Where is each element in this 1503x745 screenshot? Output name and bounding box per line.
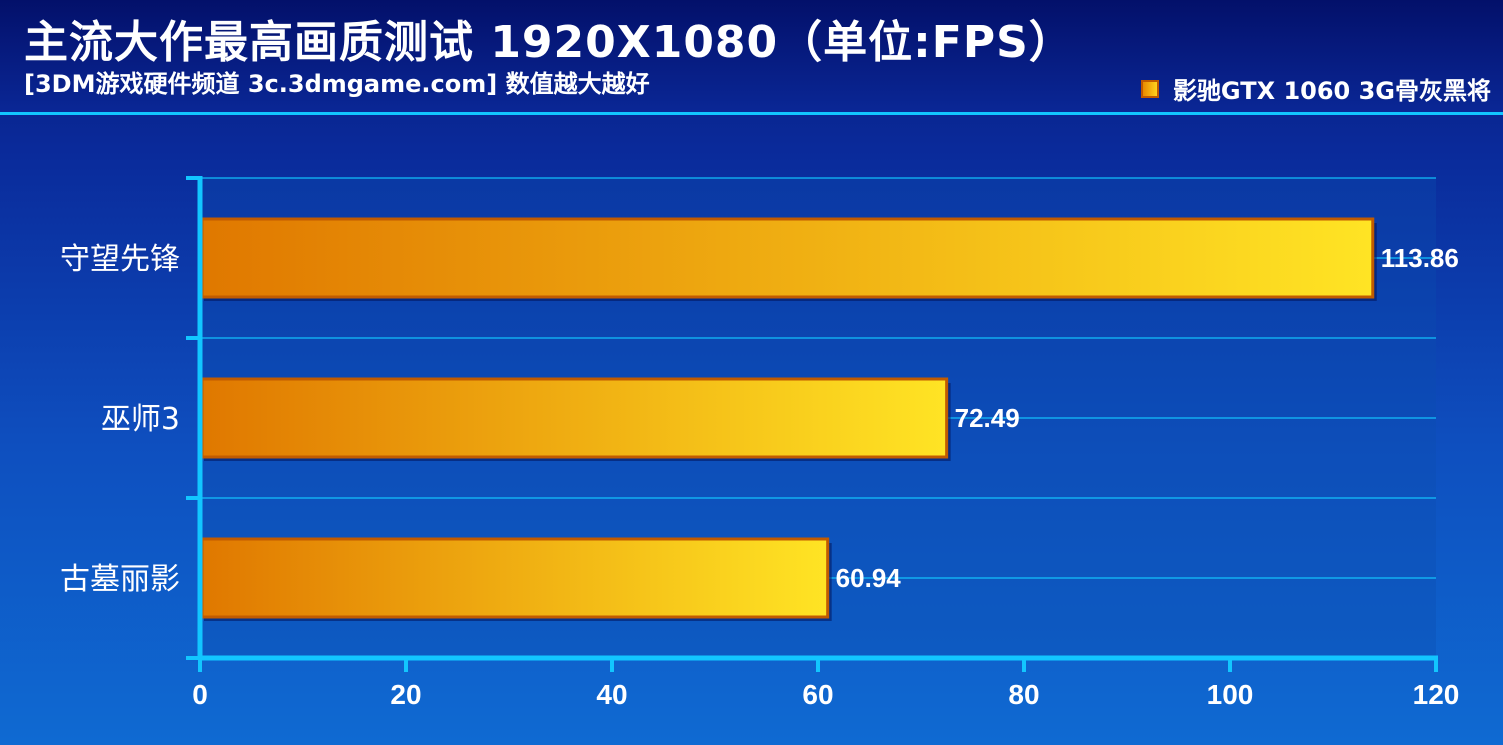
chart-header bbox=[0, 0, 1503, 113]
category-label: 守望先锋 bbox=[60, 242, 180, 277]
x-tick-label: 100 bbox=[1207, 679, 1254, 710]
x-tick-label: 40 bbox=[596, 679, 627, 710]
x-tick-label: 20 bbox=[390, 679, 421, 710]
x-tick-label: 120 bbox=[1413, 679, 1460, 710]
bar-value-label: 72.49 bbox=[955, 403, 1020, 433]
x-tick-label: 60 bbox=[802, 679, 833, 710]
category-label: 巫师3 bbox=[101, 402, 180, 437]
bar-value-label: 60.94 bbox=[836, 563, 902, 593]
legend-swatch bbox=[1140, 79, 1159, 98]
chart-title: 主流大作最高画质测试 1920X1080（单位:FPS） bbox=[24, 17, 1074, 68]
bar bbox=[200, 377, 949, 459]
bar bbox=[200, 217, 1375, 299]
x-tick-label: 0 bbox=[192, 679, 208, 710]
header-divider bbox=[0, 112, 1503, 115]
category-label: 古墓丽影 bbox=[60, 562, 180, 597]
bar-value-label: 113.86 bbox=[1381, 243, 1459, 273]
chart-legend: 影驰GTX 1060 3G骨灰黑将 bbox=[1140, 71, 1491, 106]
bar bbox=[200, 537, 830, 619]
x-tick-label: 80 bbox=[1008, 679, 1039, 710]
chart-subtitle: [3DM游戏硬件频道 3c.3dmgame.com] 数值越大越好 bbox=[24, 70, 650, 98]
legend-label: 影驰GTX 1060 3G骨灰黑将 bbox=[1172, 77, 1491, 105]
plot-area: 113.86 守望先锋 72.49 巫师3 60.94 古墓丽影 0 20 40 60 80 100 1… bbox=[60, 176, 1459, 710]
